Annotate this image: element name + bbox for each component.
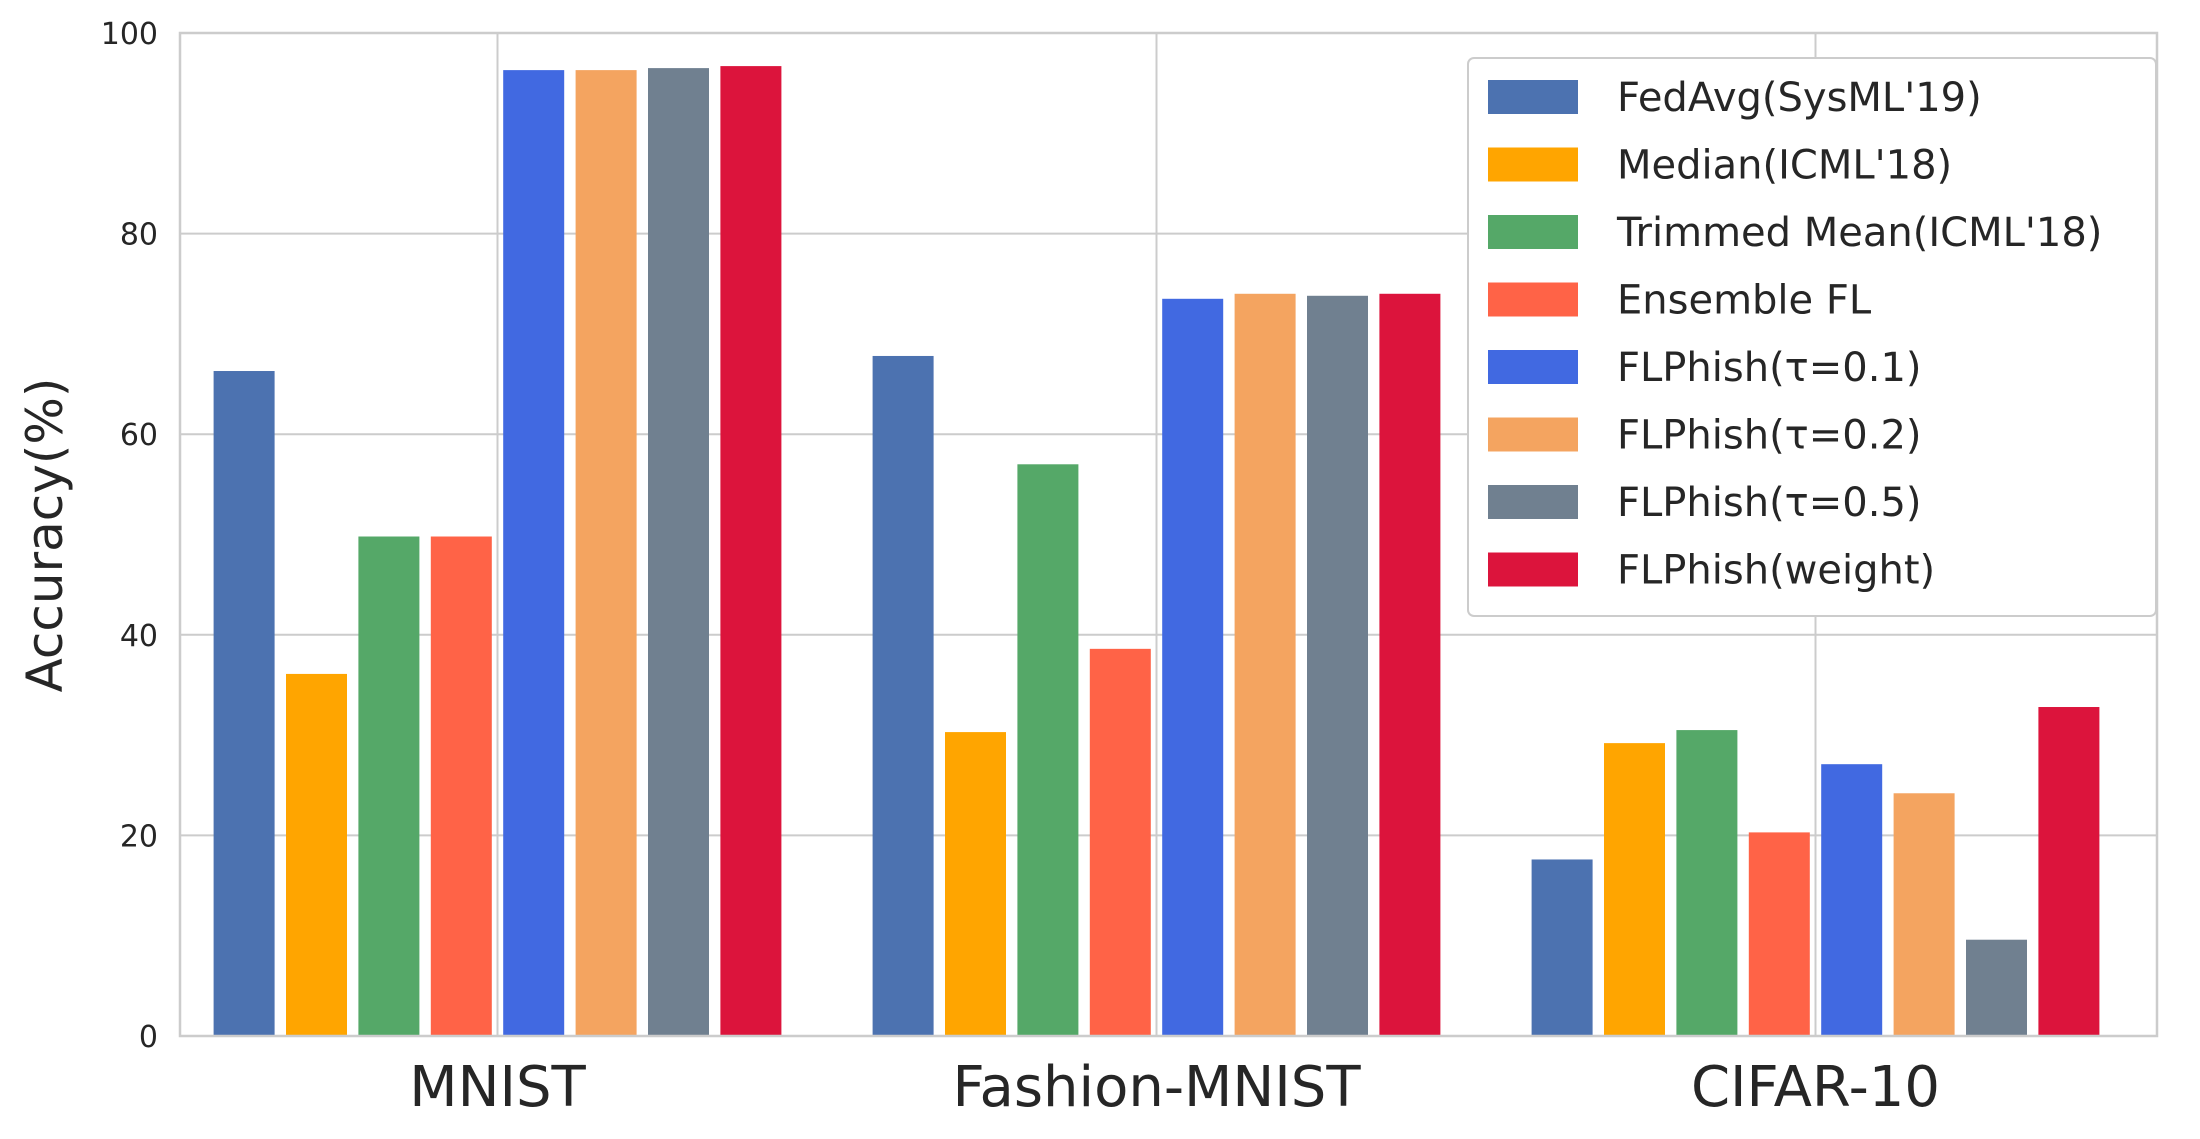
bar [1748, 832, 1810, 1036]
y-axis-title: Accuracy(%) [16, 378, 74, 693]
bar [286, 673, 347, 1036]
legend-swatch [1488, 80, 1578, 114]
legend-swatch [1488, 215, 1578, 249]
bar [2038, 707, 2100, 1036]
bar [1604, 743, 1665, 1036]
bar [1017, 464, 1079, 1036]
bar [1162, 298, 1224, 1036]
legend-label: FLPhish(weight) [1617, 548, 1935, 594]
legend-item: FedAvg(SysML'19) [1488, 75, 1982, 121]
bar [872, 355, 934, 1036]
bar [1676, 730, 1738, 1036]
legend-label: FLPhish(τ=0.2) [1617, 413, 1922, 459]
y-tick-labels: 0 20 40 60 80 100 [101, 17, 158, 1055]
bar [1893, 793, 1955, 1036]
legend-item: FLPhish(weight) [1488, 548, 1935, 594]
bar [720, 66, 782, 1036]
bar [945, 732, 1006, 1036]
x-tick-label: MNIST [409, 1055, 586, 1120]
bar [1821, 764, 1883, 1036]
bar [575, 70, 637, 1036]
legend-item: FLPhish(τ=0.5) [1488, 480, 1922, 526]
legend-swatch [1488, 147, 1578, 182]
legend-item: Ensemble FL [1488, 278, 1872, 324]
legend-label: Median(ICML'18) [1617, 143, 1952, 189]
legend-item: Trimmed Mean(ICML'18) [1488, 210, 2102, 256]
bar [503, 70, 565, 1036]
bar [430, 536, 492, 1036]
x-tick-label: CIFAR-10 [1691, 1055, 1940, 1120]
legend-label: FLPhish(τ=0.5) [1617, 480, 1922, 526]
bar [1966, 939, 2027, 1036]
bar [1531, 859, 1593, 1036]
y-tick-label: 80 [120, 218, 158, 253]
bar [1307, 295, 1368, 1036]
x-tick-labels: MNIST Fashion-MNIST CIFAR-10 [409, 1055, 1940, 1120]
legend-label: FLPhish(τ=0.1) [1617, 345, 1922, 391]
bar [1379, 293, 1441, 1036]
bar [1089, 648, 1151, 1036]
y-tick-label: 40 [120, 619, 158, 654]
legend-swatch [1488, 552, 1578, 587]
legend-frame [1467, 57, 2157, 617]
y-tick-label: 20 [120, 819, 158, 854]
legend-swatch [1488, 417, 1578, 452]
legend: FedAvg(SysML'19) Median(ICML'18) Trimmed M… [1467, 57, 2157, 617]
legend-item: FLPhish(τ=0.1) [1488, 345, 1922, 391]
legend-swatch [1488, 485, 1578, 519]
bar [1234, 293, 1296, 1036]
legend-label: Trimmed Mean(ICML'18) [1616, 210, 2102, 256]
legend-swatch [1488, 282, 1578, 317]
x-tick-label: Fashion-MNIST [952, 1055, 1361, 1120]
y-tick-label: 60 [120, 418, 158, 453]
y-tick-label: 0 [139, 1020, 158, 1055]
bars [213, 66, 2100, 1037]
legend-item: FLPhish(τ=0.2) [1488, 413, 1922, 459]
legend-swatch [1488, 350, 1578, 384]
legend-item: Median(ICML'18) [1488, 143, 1952, 189]
legend-label: Ensemble FL [1617, 278, 1872, 324]
bar [648, 68, 709, 1037]
bar [358, 536, 420, 1036]
legend-label: FedAvg(SysML'19) [1617, 75, 1982, 121]
bar [213, 371, 275, 1036]
y-tick-label: 100 [101, 17, 158, 52]
